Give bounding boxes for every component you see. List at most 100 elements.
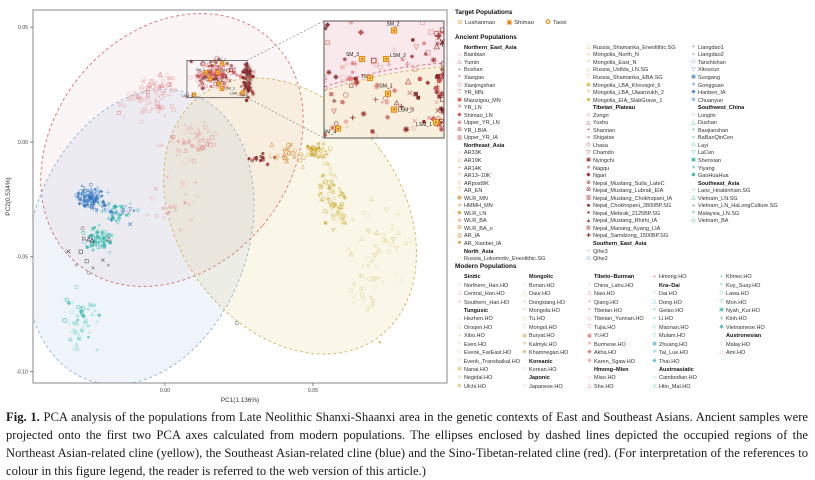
legend-item-label: Nepal_Samdzong_1500BP.SG [593,233,669,240]
legend-item: ▣ Mongolia_LBA_Khovsgol_6 [584,82,689,90]
legend-item: ▥ Nepal_Mustang_Chokhopani_IA [584,195,689,203]
legend-item: ◆ Vietnamese.HO [717,324,812,332]
legend-item-label: Naxi.HO [594,291,615,298]
legend-item-label: Yi.HO [594,333,609,340]
legend-item: ◍ Nepal_Manang_Kyang_LIA [584,225,689,233]
legend-item: × Mongolia_East_N [584,59,689,67]
legend-item-label: Layi [698,142,709,149]
legend-item-label: Zongri [593,112,609,119]
legend-item-label: Qihe3 [593,248,608,255]
legend-marker-icon: ⊙ [457,19,463,26]
legend-item-label: Nyingchi [593,157,615,164]
legend-subheader: Koreanic [520,357,585,365]
legend-marker-icon: ○ [691,111,696,118]
legend-item: ▽ Mulam.HO [650,332,717,340]
legend-item: △ Vietnam_LN.SG [689,195,815,203]
legend-subheader: Tibetan_Plateau [584,104,689,112]
legend-item-label: Nepal_Chokhopani_2800BP.SG [593,203,672,210]
legend-marker-icon: ▣ [456,195,463,201]
legend-marker-icon: + [587,298,592,305]
legend-item: ✳ Mongolia_LBA_Ulaanzukh_2 [584,89,689,97]
legend-marker-icon: △ [457,324,462,331]
legend-item-label: Malaysia_LN.SG [698,210,740,217]
legend-item-label: Miao.HO [594,375,616,382]
legend-item-label: Nagqu [593,165,610,172]
legend-subheader: Northeast_Asia [455,142,584,150]
legend-marker-icon: ◇ [457,81,462,88]
legend-marker-icon: ▣ [456,96,463,103]
legend-marker-icon: ◍ [586,225,591,232]
legend-item: ○ Bianbian [455,52,584,60]
legend-item: + Qiang.HO [585,298,650,306]
legend-subheader: Tibeto–Burman [585,273,650,281]
legend-item: △ Naxi.HO [585,290,650,298]
legend-item-label: Xitoucun [698,67,720,74]
legend-item: ▣ Suogang [689,74,815,82]
svg-text:TS: TS [361,74,368,80]
legend-item: ▣ Nanai.HO [455,366,520,374]
legend-item: ⊕ Chuanyun [689,97,815,105]
legend-item: ○ AR33K [455,150,584,158]
legend-marker-icon: ◇ [457,349,462,356]
legend-item: △ Htin_Mal.HO [650,383,717,391]
legend-item-label: Mongolia_LBA_Ulaanzukh_2 [593,90,664,97]
legend-item: ◇ Tibetan_Yunnan.HO [585,315,650,323]
svg-text:LSM_1: LSM_1 [416,122,432,128]
legend-item-label: Xiaojingshan [464,82,496,89]
legend-item: △ AR19K [455,157,584,165]
legend-marker-icon: ▽ [652,332,657,339]
legend-marker-icon: ✳ [587,341,592,348]
legend-item: ✳ YR_LN [455,104,584,112]
legend-marker-icon: ◇ [691,59,696,66]
legend-item: ▣ Yi.HO [585,332,650,340]
legend-subheader: Southeast_Asia [689,180,815,188]
legend-item: ■ AR_Xianbei_IA [455,240,584,248]
legend-marker-icon: ○ [652,374,657,381]
legend-item: ○ Hezhen.HO [455,315,520,323]
legend-item-label: Shigatse [593,135,615,142]
legend-item: ▽ Chamdo [584,150,689,158]
legend-item: ⊠ YR_LBIA [455,127,584,135]
legend-marker-icon: + [457,332,462,339]
legend-marker-icon: ▥ [456,232,463,239]
legend-item: + Hmong.HO [650,273,717,281]
legend-marker-icon: △ [587,383,592,390]
legend-item: + Vietnam_LN_HaLongCulture.SG [689,202,815,210]
legend-marker-icon: ◆ [457,111,462,118]
legend-item-label: Vietnam_LN.SG [698,195,738,202]
legend-item: ○ Korean.HO [520,366,585,374]
legend-marker-icon: ◆ [587,349,592,356]
legend-item: ◇ Layi [689,142,815,150]
legend-item: △ She.HO [585,383,650,391]
legend-item-label: Xibo.HO [464,333,485,340]
legend-ancient-title: Ancient Populations [455,34,517,41]
legend-item: + Boshan [455,67,584,75]
legend-marker-icon: × [457,172,462,179]
legend-item: ○ Malay.HO [717,341,812,349]
legend-subheader-label: Kra–Dai [659,282,680,289]
legend-item: ✳ Yiyang [689,165,815,173]
legend-item-label: Tai_Lue.HO [659,350,689,357]
legend-item-label: WLR_MN [464,195,488,202]
legend-item-label: BaBanQinCen [698,135,734,142]
legend-item-label: AR_IA [464,233,480,240]
legend-item: ⊙ Lushanmao [455,19,495,27]
legend-item: ✳ Tai_Lue.HO [650,349,717,357]
legend-marker-icon: △ [457,290,462,297]
legend-item-label: Mulam.HO [659,333,686,340]
legend-item: ◇ Vietnam_BA [689,218,815,226]
svg-text:SM_1: SM_1 [379,84,392,90]
pca-plot: SM_2 SM_3 LSM_2 TS SM_1 LSM_3 LSM_1 LSM_4 SM_2 SM… [0,0,452,405]
legend-item-label: Evenk_Transbaikal.HO [463,358,520,365]
legend-marker-icon: × [457,341,462,348]
legend-item: ✳ Kalmyk.HO [520,341,585,349]
legend-item: ▣ Shenxian [689,157,815,165]
legend-marker-icon: ▣ [585,157,592,164]
legend-item-label: Northern_Han.HO [464,282,509,289]
legend-item: ▽ Evenk_Transbaikal.HO [455,357,520,365]
legend-item: △ Yushu [584,119,689,127]
legend-item-label: Shannan [593,127,616,134]
legend-subheader-label: Japonic [529,375,550,382]
legend-marker-icon: ▣ [456,366,463,373]
legend-item: × BaBanQinCen [689,135,815,143]
